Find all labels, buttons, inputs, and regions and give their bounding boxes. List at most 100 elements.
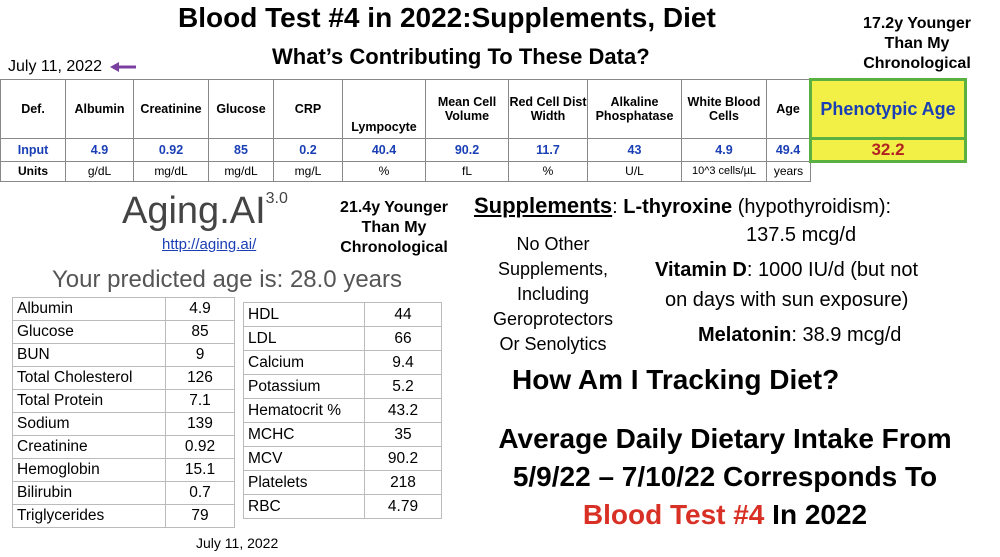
colon: : <box>612 196 624 218</box>
input-cell: 85 <box>208 138 274 162</box>
vitamin-d-text: : 1000 IU/d (but not <box>746 259 919 281</box>
diet-question: How Am I Tracking Diet? <box>512 364 840 395</box>
row-label: Units <box>0 161 66 182</box>
diet-line: Blood Test #4 In 2022 <box>450 496 1000 534</box>
biomarker-value: 126 <box>165 366 235 390</box>
supplements-heading: Supplements <box>474 193 613 218</box>
younger-line: Chronological <box>340 239 448 256</box>
test-date-text: July 11, 2022 <box>8 58 102 75</box>
biomarker-value: 44 <box>364 302 442 327</box>
header-cell: Glucose <box>208 79 274 139</box>
biomarker-name: BUN <box>12 343 166 367</box>
aging-ai-version: 3.0 <box>265 190 288 208</box>
table-row: Hemoglobin 15.1 <box>12 458 235 482</box>
unit-cell: mg/dL <box>133 161 209 182</box>
table-row: MCHC 35 <box>243 422 442 447</box>
phenotypic-age-header: Phenotypic Age <box>809 78 967 140</box>
biomarker-name: Creatinine <box>12 435 166 459</box>
biomarker-value: 4.9 <box>165 297 235 321</box>
no-other-line: Supplements, <box>497 259 609 279</box>
input-cell: 0.2 <box>273 138 343 162</box>
biomarker-name: Potassium <box>243 374 365 399</box>
biomarker-name: Total Cholesterol <box>12 366 166 390</box>
biomarker-value: 9 <box>165 343 235 367</box>
table-row: Triglycerides 79 <box>12 504 235 528</box>
biomarker-value: 139 <box>165 412 235 436</box>
biomarker-value: 4.79 <box>364 494 442 519</box>
biomarker-value: 35 <box>364 422 442 447</box>
melatonin-text: : 38.9 mcg/d <box>791 324 902 346</box>
unit-cell: % <box>508 161 588 182</box>
no-other-line: No Other <box>516 234 590 254</box>
unit-cell: mg/dL <box>208 161 274 182</box>
biomarker-value: 5.2 <box>364 374 442 399</box>
input-cell: 43 <box>587 138 682 162</box>
diet-line-rest: In 2022 <box>764 499 868 530</box>
input-cell: 4.9 <box>65 138 134 162</box>
younger-line: Chronological <box>863 55 971 72</box>
aging-ai-brand: Aging.AI <box>122 190 266 232</box>
table-row: Sodium 139 <box>12 412 235 436</box>
table-row: Platelets 218 <box>243 470 442 495</box>
table-row: MCV 90.2 <box>243 446 442 471</box>
table-row: Hematocrit % 43.2 <box>243 398 442 423</box>
unit-cell: U/L <box>587 161 682 182</box>
diet-line: Average Daily Dietary Intake From <box>498 423 952 454</box>
biomarker-value: 90.2 <box>364 446 442 471</box>
aging-ai-date: July 11, 2022 <box>196 535 279 551</box>
left-arrow-icon <box>110 61 137 72</box>
thyroxine-name: L-thyroxine <box>623 196 733 218</box>
biomarker-name: Hematocrit % <box>243 398 365 423</box>
thyroxine-note: (hypothyroidism): <box>732 196 892 218</box>
table-input-row: Input 4.9 0.92 85 0.2 40.4 90.2 11.7 43 … <box>0 137 967 163</box>
younger-line: 21.4y Younger <box>340 199 448 216</box>
biomarker-value: 0.92 <box>165 435 235 459</box>
header-cell: White Blood Cells <box>681 79 767 139</box>
table-row: BUN 9 <box>12 343 235 367</box>
table-row: LDL 66 <box>243 326 442 351</box>
vitamin-d-line: Vitamin D: 1000 IU/d (but not <box>655 259 918 282</box>
biomarker-name: Platelets <box>243 470 365 495</box>
younger-line: 17.2y Younger <box>863 15 971 32</box>
unit-cell: % <box>342 161 426 182</box>
biomarker-name: MCV <box>243 446 365 471</box>
table-row: Creatinine 0.92 <box>12 435 235 459</box>
biomarker-name: RBC <box>243 494 365 519</box>
unit-cell: years <box>766 161 811 182</box>
table-row: Bilirubin 0.7 <box>12 481 235 505</box>
no-other-line: Geroprotectors <box>492 309 614 329</box>
no-other-line: Including <box>516 284 590 304</box>
input-cell: 11.7 <box>508 138 588 162</box>
input-cell: 90.2 <box>425 138 509 162</box>
biomarker-name: Bilirubin <box>12 481 166 505</box>
header-cell: Mean Cell Volume <box>425 79 509 139</box>
biomarker-value: 15.1 <box>165 458 235 482</box>
header-cell: Creatinine <box>133 79 209 139</box>
vitamin-d-line-2: on days with sun exposure) <box>665 289 909 311</box>
biomarker-value: 79 <box>165 504 235 528</box>
table-units-row: Units g/dL mg/dL mg/dL mg/L % fL % U/L 1… <box>0 161 966 182</box>
diet-line: 5/9/22 – 7/10/22 Corresponds To <box>512 461 938 492</box>
biomarker-name: Calcium <box>243 350 365 375</box>
input-cell: 0.92 <box>133 138 209 162</box>
biomarker-name: Total Protein <box>12 389 166 413</box>
header-cell: Albumin <box>65 79 134 139</box>
aging-ai-link[interactable]: http://aging.ai/ <box>162 236 257 253</box>
table-row: HDL 44 <box>243 302 442 327</box>
table-row: Total Protein 7.1 <box>12 389 235 413</box>
no-other-line: Or Senolytics <box>499 334 607 354</box>
diet-statement: Average Daily Dietary Intake From 5/9/22… <box>450 420 1000 534</box>
biomarker-value: 66 <box>364 326 442 351</box>
biomarker-value: 43.2 <box>364 398 442 423</box>
header-cell: Age <box>766 79 811 139</box>
aging-ai-younger-note: 21.4y Younger Than My Chronological <box>330 198 458 258</box>
younger-line: Than My <box>884 35 950 52</box>
biomarker-name: Hemoglobin <box>12 458 166 482</box>
page-subtitle: What’s Contributing To These Data? <box>272 44 650 69</box>
table-row: Total Cholesterol 126 <box>12 366 235 390</box>
row-label: Input <box>0 138 66 162</box>
table-row: Potassium 5.2 <box>243 374 442 399</box>
table-row: Glucose 85 <box>12 320 235 344</box>
unit-cell: fL <box>425 161 509 182</box>
table-row: Calcium 9.4 <box>243 350 442 375</box>
